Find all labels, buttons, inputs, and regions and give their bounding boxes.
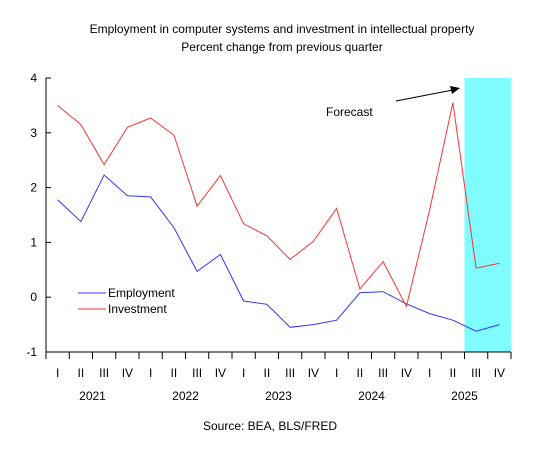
x-tick-label-quarter: III bbox=[378, 366, 388, 380]
x-tick-label-quarter: IV bbox=[401, 366, 412, 380]
chart-titles: Employment in computer systems and inves… bbox=[90, 22, 475, 54]
x-tick-label-quarter: I bbox=[242, 366, 245, 380]
x-tick-label-quarter: II bbox=[357, 366, 364, 380]
x-tick-label-quarter: IV bbox=[308, 366, 319, 380]
series-lines bbox=[57, 102, 500, 332]
y-tick-label: 1 bbox=[30, 235, 37, 249]
x-tick-label-quarter: IV bbox=[494, 366, 505, 380]
x-tick-label-quarter: I bbox=[56, 366, 59, 380]
y-tick-label: 0 bbox=[30, 290, 37, 304]
x-tick-label-quarter: I bbox=[149, 366, 152, 380]
forecast-arrowhead bbox=[450, 86, 460, 94]
series-line-employment bbox=[57, 174, 500, 332]
x-tick-label-quarter: II bbox=[171, 366, 178, 380]
forecast-annotation: Forecast bbox=[326, 86, 460, 119]
x-tick-label-year: 2023 bbox=[265, 389, 292, 403]
legend-label-investment: Investment bbox=[108, 302, 167, 316]
source-note: Source: BEA, BLS/FRED bbox=[203, 419, 337, 433]
chart-subtitle: Percent change from previous quarter bbox=[181, 40, 382, 54]
x-tick-label-quarter: III bbox=[471, 366, 481, 380]
series-line-investment bbox=[57, 102, 500, 308]
x-tick-label-year: 2022 bbox=[172, 389, 199, 403]
x-tick-label-year: 2024 bbox=[358, 389, 385, 403]
y-tick-label: 4 bbox=[30, 71, 37, 85]
x-tick-label-quarter: III bbox=[192, 366, 202, 380]
x-tick-label-quarter: II bbox=[264, 366, 271, 380]
x-tick-label-quarter: II bbox=[78, 366, 85, 380]
x-tick-label-year: 2025 bbox=[451, 389, 478, 403]
x-tick-label-quarter: I bbox=[335, 366, 338, 380]
legend: Employment Investment bbox=[78, 286, 175, 316]
legend-label-employment: Employment bbox=[108, 286, 175, 300]
y-tick-label: 2 bbox=[30, 181, 37, 195]
x-tick-label-quarter: IV bbox=[215, 366, 226, 380]
y-tick-label: 3 bbox=[30, 126, 37, 140]
x-tick-label-quarter: III bbox=[285, 366, 295, 380]
forecast-shade bbox=[464, 78, 511, 352]
x-tick-label-quarter: IV bbox=[122, 366, 133, 380]
x-tick-label-quarter: II bbox=[450, 366, 457, 380]
chart-title: Employment in computer systems and inves… bbox=[90, 22, 475, 36]
forecast-label: Forecast bbox=[326, 105, 373, 119]
x-tick-label-quarter: III bbox=[99, 366, 109, 380]
x-tick-label-quarter: I bbox=[428, 366, 431, 380]
y-tick-label: -1 bbox=[26, 345, 37, 359]
x-tick-label-year: 2021 bbox=[79, 389, 106, 403]
forecast-arrow bbox=[395, 88, 459, 102]
